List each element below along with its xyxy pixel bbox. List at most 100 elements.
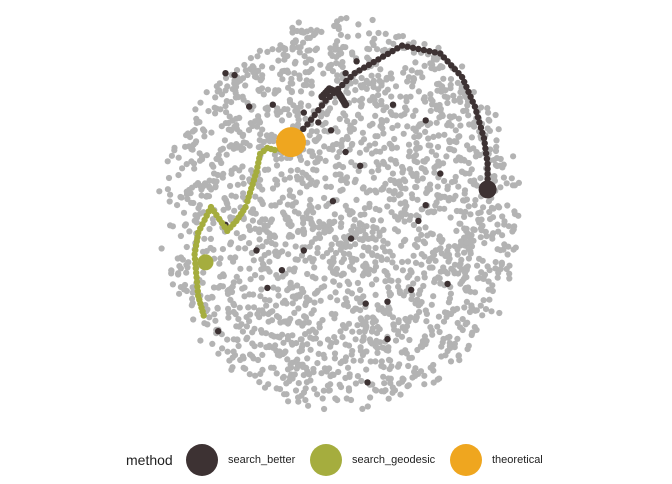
background-point (270, 344, 277, 351)
background-point (372, 112, 379, 119)
background-point (497, 265, 504, 273)
background-point (239, 93, 246, 100)
background-point (423, 337, 430, 345)
background-point (169, 281, 176, 288)
background-point (380, 184, 387, 191)
background-point (347, 263, 354, 270)
background-point (448, 114, 455, 121)
background-point (295, 19, 302, 26)
background-point (209, 294, 216, 301)
background-point (308, 204, 315, 211)
background-point (500, 246, 507, 253)
background-point (269, 46, 276, 53)
background-point (207, 244, 214, 252)
background-point (454, 335, 461, 342)
background-point (189, 284, 196, 291)
background-point (404, 123, 411, 130)
background-point (265, 249, 272, 256)
background-point (311, 385, 318, 392)
background-point (408, 67, 415, 74)
legend: method search_better search_geodesic the… (0, 440, 672, 484)
background-point (167, 191, 174, 198)
background-point (252, 272, 259, 279)
background-point (420, 238, 427, 245)
background-point (389, 170, 396, 177)
background-point (454, 305, 461, 312)
background-point (297, 100, 304, 107)
background-point (193, 115, 200, 122)
search-better-path-point (484, 165, 491, 173)
background-point (257, 293, 264, 300)
search-better-endpoint (478, 180, 497, 199)
background-point (414, 236, 421, 243)
background-point (430, 209, 437, 216)
background-point (335, 26, 342, 33)
background-point (310, 209, 317, 216)
background-point (465, 98, 472, 105)
background-point (465, 112, 472, 119)
background-point (427, 91, 434, 98)
background-point (198, 192, 205, 199)
background-point (274, 181, 281, 188)
background-point (316, 324, 323, 331)
background-point (284, 287, 291, 294)
background-point (315, 350, 322, 357)
background-point (177, 232, 184, 240)
background-point (457, 122, 464, 129)
background-point (326, 145, 333, 152)
background-point (436, 375, 443, 382)
search-better-path-point (375, 56, 382, 63)
background-point (436, 205, 443, 212)
background-point (339, 137, 346, 144)
background-point (216, 260, 223, 267)
background-point (190, 316, 197, 323)
background-point (287, 167, 294, 174)
background-point (269, 185, 277, 192)
background-point (366, 30, 373, 37)
background-point (332, 289, 339, 296)
background-point (271, 133, 278, 140)
background-point (342, 374, 349, 382)
background-point (410, 76, 418, 83)
background-point (297, 88, 305, 95)
background-point (326, 105, 334, 112)
background-point (273, 313, 281, 320)
background-point (250, 257, 257, 264)
background-point (286, 111, 293, 118)
background-point (234, 79, 241, 86)
background-point (375, 86, 382, 93)
background-point (492, 259, 499, 266)
background-point (304, 35, 311, 42)
background-point (353, 256, 360, 263)
background-point (208, 129, 215, 136)
background-point (493, 143, 500, 151)
background-point (264, 48, 271, 56)
background-point (441, 309, 449, 316)
background-point (469, 329, 476, 336)
background-point (171, 147, 178, 154)
background-point (326, 387, 333, 394)
background-point (307, 196, 314, 203)
background-point (247, 55, 254, 62)
background-point (492, 111, 499, 119)
background-point (179, 165, 186, 172)
background-point (237, 356, 244, 364)
background-point (399, 267, 406, 274)
search-better-point (422, 202, 429, 209)
background-point (215, 350, 222, 357)
background-point (291, 371, 298, 378)
background-point (314, 249, 321, 256)
background-point (321, 275, 328, 282)
background-point (433, 119, 440, 126)
background-point (261, 296, 269, 303)
background-point (503, 180, 510, 187)
background-point (432, 276, 439, 283)
background-point (342, 202, 349, 209)
background-point (357, 103, 365, 110)
background-point (435, 313, 442, 320)
background-point (372, 386, 379, 393)
background-point (333, 60, 340, 67)
background-point (433, 102, 440, 109)
background-point (357, 357, 364, 364)
background-point (404, 78, 411, 85)
